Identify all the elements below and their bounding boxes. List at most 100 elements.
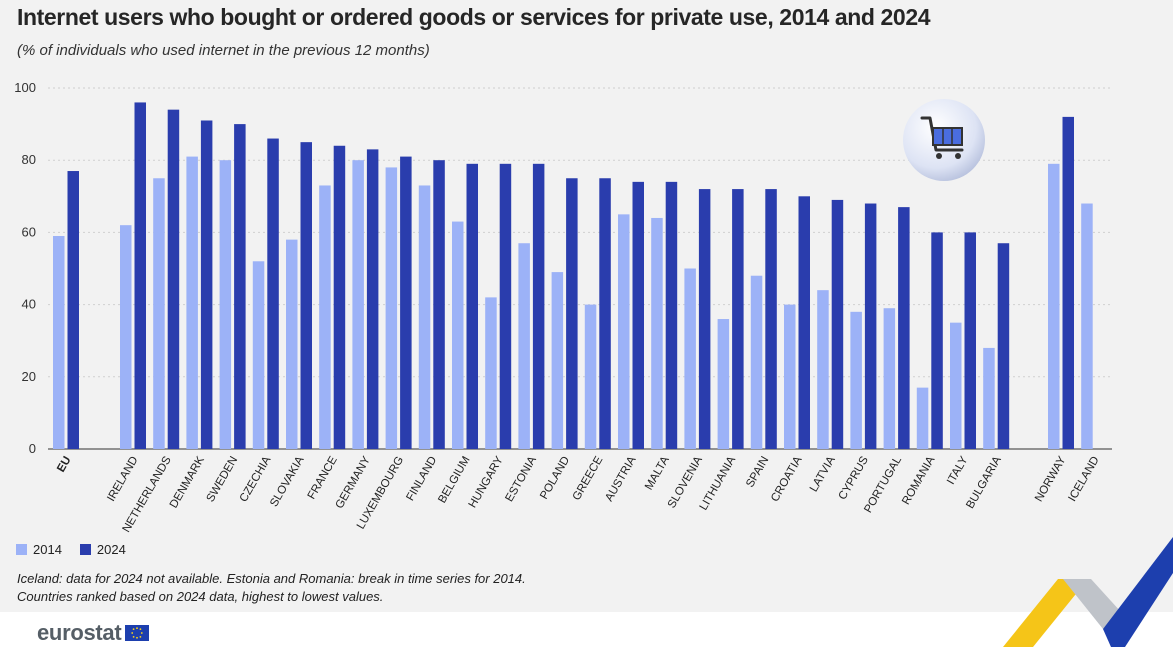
legend-label-2014: 2014 bbox=[33, 542, 62, 557]
bar-2014-czechia bbox=[252, 261, 265, 449]
bar-2014-slovakia bbox=[286, 239, 298, 449]
legend-item-2024: 2024 bbox=[79, 542, 126, 557]
x-category-label: ESTONIA bbox=[503, 454, 539, 504]
bar-2024-sweden bbox=[234, 124, 246, 449]
bar-2024-slovenia bbox=[698, 189, 711, 449]
bar-2024-slovakia bbox=[300, 142, 312, 449]
bar-2024-greece bbox=[599, 178, 611, 449]
bar-2024-denmark bbox=[200, 120, 213, 450]
bar-2024-portugal bbox=[898, 207, 910, 449]
bar-2014-cyprus bbox=[850, 311, 862, 449]
bar-2024-austria bbox=[632, 181, 644, 450]
footer-bar bbox=[0, 612, 1173, 647]
bar-2014-ireland bbox=[120, 225, 132, 449]
bar-2024-czechia bbox=[267, 138, 279, 450]
bar-2014-luxembourg bbox=[385, 167, 398, 450]
x-category-label: GREECE bbox=[571, 454, 606, 502]
x-category-label: MALTA bbox=[643, 454, 672, 492]
y-tick-label: 20 bbox=[22, 369, 36, 384]
bar-2024-bulgaria bbox=[997, 243, 1010, 449]
corner-decoration bbox=[1003, 537, 1173, 647]
bar-2024-estonia bbox=[532, 163, 545, 449]
x-category-label: CROATIA bbox=[769, 454, 805, 504]
legend-item-2014: 2014 bbox=[16, 542, 62, 557]
chart-title: Internet users who bought or ordered goo… bbox=[17, 4, 931, 30]
bar-2014-belgium bbox=[452, 221, 464, 449]
x-category-label: BELGIUM bbox=[436, 455, 472, 506]
bar-2024-norway bbox=[1062, 116, 1074, 449]
x-category-label: LATVIA bbox=[808, 454, 838, 494]
x-category-label: ROMANIA bbox=[900, 454, 937, 507]
bar-2024-spain bbox=[765, 189, 777, 449]
x-category-label: IRELAND bbox=[105, 455, 140, 504]
x-category-label: SPAIN bbox=[744, 455, 771, 490]
bar-2024-italy bbox=[964, 232, 976, 449]
y-tick-label: 60 bbox=[22, 224, 36, 239]
bar-2024-cyprus bbox=[864, 203, 877, 449]
bar-2024-luxembourg bbox=[400, 156, 412, 449]
x-category-label: AUSTRIA bbox=[603, 454, 638, 503]
chart-notes: Iceland: data for 2024 not available. Es… bbox=[17, 570, 526, 606]
bar-2024-lithuania bbox=[732, 189, 744, 449]
bar-2014-croatia bbox=[784, 304, 796, 449]
bar-2014-portugal bbox=[883, 308, 896, 449]
y-tick-label: 0 bbox=[29, 441, 36, 456]
bar-2024-france bbox=[333, 145, 346, 449]
x-category-label: ITALY bbox=[945, 454, 971, 486]
eurostat-logo: eurostat bbox=[37, 620, 150, 646]
bar-2014-greece bbox=[584, 304, 597, 449]
note-line: Countries ranked based on 2024 data, hig… bbox=[17, 589, 384, 604]
x-category-label: BULGARIA bbox=[964, 454, 1004, 511]
bar-2014-bulgaria bbox=[983, 347, 995, 449]
x-category-label: DENMARK bbox=[168, 454, 207, 510]
bar-2014-denmark bbox=[186, 156, 198, 449]
logo-text: eurostat bbox=[37, 620, 122, 645]
legend-swatch-2014 bbox=[16, 544, 27, 555]
bar-2024-latvia bbox=[831, 199, 844, 449]
x-category-label: SLOVAKIA bbox=[268, 454, 307, 509]
bar-2014-lithuania bbox=[717, 319, 730, 449]
eu-flag-icon bbox=[125, 625, 150, 641]
bar-2014-poland bbox=[551, 272, 564, 449]
bar-2014-malta bbox=[651, 217, 663, 449]
legend-label-2024: 2024 bbox=[96, 542, 126, 557]
bar-2014-slovenia bbox=[684, 268, 696, 449]
bar-2024-finland bbox=[433, 160, 445, 449]
x-category-label: SLOVENIA bbox=[666, 454, 705, 510]
x-category-label: SWEDEN bbox=[205, 455, 241, 505]
bar-2014-netherlands bbox=[153, 178, 165, 449]
x-category-label: FRANCE bbox=[306, 454, 340, 501]
bar-2014-germany bbox=[352, 160, 364, 449]
bar-2024-belgium bbox=[466, 163, 478, 449]
bar-2024-netherlands bbox=[167, 109, 180, 449]
x-category-label: NORWAY bbox=[1033, 454, 1069, 504]
y-tick-label: 100 bbox=[14, 80, 36, 95]
x-category-label: LITHUANIA bbox=[698, 454, 739, 512]
shopping-cart-icon bbox=[903, 99, 985, 181]
x-category-label: POLAND bbox=[538, 455, 572, 502]
legend-swatch-2024 bbox=[79, 544, 91, 555]
x-category-label: EU bbox=[55, 455, 73, 475]
x-category-label: HUNGARY bbox=[467, 454, 506, 510]
bar-2014-eu bbox=[53, 236, 65, 449]
bar-2014-norway bbox=[1048, 163, 1060, 449]
bar-2014-spain bbox=[750, 275, 763, 449]
x-category-label: FINLAND bbox=[404, 455, 439, 504]
x-category-label: ICELAND bbox=[1066, 455, 1101, 504]
bar-2014-romania bbox=[916, 387, 929, 449]
bar-2024-hungary bbox=[499, 163, 512, 449]
bar-2014-france bbox=[319, 185, 331, 449]
chart-legend: 2014 2024 bbox=[16, 542, 126, 557]
bar-2024-romania bbox=[931, 232, 943, 449]
y-tick-label: 40 bbox=[22, 297, 36, 312]
chart-subtitle: (% of individuals who used internet in t… bbox=[17, 42, 430, 59]
bar-2024-germany bbox=[366, 149, 379, 449]
bar-2014-sweden bbox=[219, 160, 232, 449]
x-category-label: CYPRUS bbox=[837, 454, 872, 502]
note-line: Iceland: data for 2024 not available. Es… bbox=[17, 571, 526, 586]
bar-2014-italy bbox=[950, 322, 962, 449]
bar-2024-croatia bbox=[798, 196, 810, 449]
bar-2024-ireland bbox=[134, 102, 146, 449]
x-category-label: CZECHIA bbox=[238, 454, 274, 504]
